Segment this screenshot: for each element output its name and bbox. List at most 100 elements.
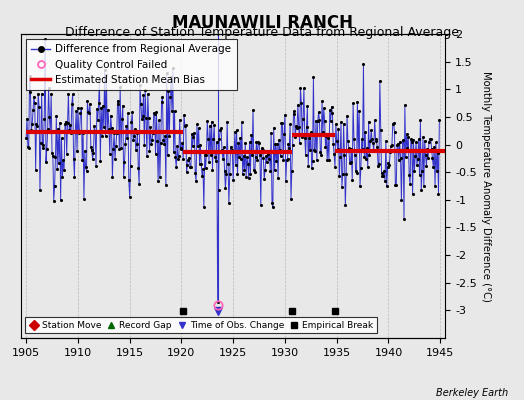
Point <box>86 100 94 107</box>
Point <box>370 117 379 123</box>
Point <box>123 135 131 141</box>
Point <box>210 122 219 128</box>
Point <box>111 156 119 162</box>
Point <box>28 121 36 128</box>
Text: Difference of Station Temperature Data from Regional Average: Difference of Station Temperature Data f… <box>65 26 459 39</box>
Point <box>58 174 67 180</box>
Point <box>373 144 381 150</box>
Point <box>404 134 412 140</box>
Point <box>156 174 164 180</box>
Point <box>94 100 103 106</box>
Point <box>169 65 177 72</box>
Point <box>414 136 423 142</box>
Point <box>38 142 47 148</box>
Point <box>137 116 146 122</box>
Point <box>118 116 126 122</box>
Point <box>155 117 163 123</box>
Point <box>81 148 89 154</box>
Point <box>171 154 180 160</box>
Point <box>114 101 123 107</box>
Point <box>159 136 168 143</box>
Point <box>394 140 402 147</box>
Point <box>280 130 288 137</box>
Point <box>365 151 374 158</box>
Point <box>181 123 189 130</box>
Point <box>233 171 242 178</box>
Point <box>259 155 268 161</box>
Point <box>213 139 221 145</box>
Point <box>34 90 42 97</box>
Point <box>50 197 58 204</box>
Point <box>399 137 407 144</box>
Point <box>134 164 143 171</box>
Point <box>432 139 440 146</box>
Point <box>333 146 342 152</box>
Point <box>69 91 77 98</box>
Point <box>422 163 431 170</box>
Point <box>247 132 256 138</box>
Point <box>150 110 158 116</box>
Point <box>243 154 251 160</box>
Point <box>163 152 172 158</box>
Point <box>193 121 201 128</box>
Point <box>276 147 284 154</box>
Point <box>301 134 309 141</box>
Point <box>252 138 260 145</box>
Point <box>345 145 353 151</box>
Text: MAUNAWILI RANCH: MAUNAWILI RANCH <box>171 14 353 32</box>
Point <box>326 117 335 124</box>
Point <box>416 117 424 124</box>
Point <box>104 106 112 113</box>
Point <box>361 129 369 136</box>
Point <box>252 154 260 160</box>
Point <box>133 141 141 148</box>
Point <box>423 146 431 152</box>
Point <box>98 133 106 139</box>
Point <box>275 136 283 143</box>
Point <box>245 139 254 145</box>
Point <box>138 113 147 120</box>
Point <box>48 150 56 156</box>
Point <box>125 194 134 200</box>
Point <box>113 130 121 137</box>
Point <box>411 153 419 159</box>
Point <box>46 129 54 136</box>
Point <box>272 158 280 164</box>
Point <box>236 135 244 142</box>
Point <box>146 124 155 130</box>
Point <box>67 130 75 136</box>
Point <box>162 182 170 189</box>
Point <box>311 148 319 154</box>
Point <box>133 130 141 136</box>
Point <box>367 127 375 134</box>
Point <box>71 128 80 135</box>
Point <box>390 129 399 136</box>
Point <box>428 146 436 152</box>
Point <box>333 138 341 144</box>
Point <box>391 182 400 188</box>
Point <box>53 166 61 172</box>
Point <box>222 171 231 177</box>
Point <box>318 98 326 104</box>
Point <box>389 120 398 126</box>
Point <box>181 122 190 128</box>
Point <box>92 162 100 169</box>
Point <box>302 124 311 130</box>
Point <box>384 159 392 166</box>
Point <box>267 130 275 136</box>
Point <box>165 88 173 94</box>
Point <box>269 203 277 210</box>
Point <box>264 156 272 162</box>
Point <box>300 85 308 92</box>
Point <box>433 150 442 156</box>
Point <box>174 153 183 160</box>
Point <box>401 102 409 109</box>
Point <box>353 99 362 106</box>
Point <box>266 167 275 174</box>
Point <box>199 166 207 172</box>
Point <box>118 102 127 109</box>
Point <box>349 100 357 106</box>
Point <box>172 164 180 170</box>
Point <box>167 74 175 80</box>
Point <box>38 90 46 97</box>
